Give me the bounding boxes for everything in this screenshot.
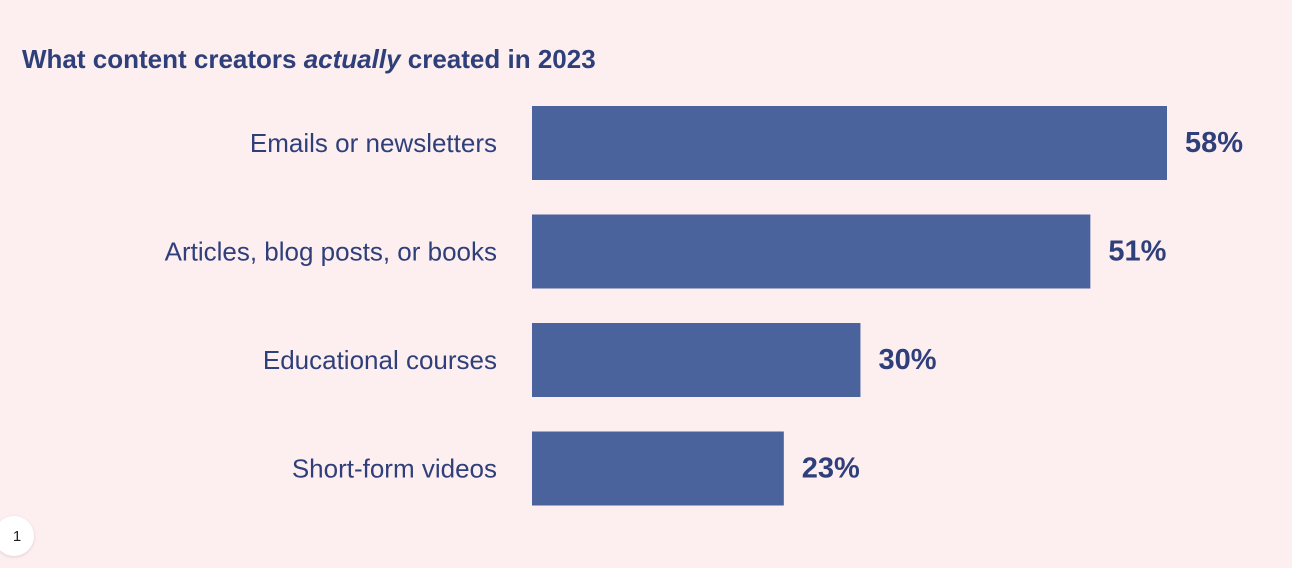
bar-educational-courses: [532, 323, 861, 397]
category-label-articles-blog-posts-or-books: Articles, blog posts, or books: [165, 237, 497, 267]
value-label-articles-blog-posts-or-books: 51%: [1108, 236, 1166, 268]
chart-title-after: created in 2023: [400, 44, 596, 74]
category-label-emails-or-newsletters: Emails or newsletters: [250, 128, 497, 158]
page-number-badge: 1: [0, 516, 34, 556]
page-number: 1: [12, 527, 22, 545]
category-label-short-form-videos: Short-form videos: [292, 454, 497, 484]
value-label-emails-or-newsletters: 58%: [1185, 127, 1243, 159]
value-label-short-form-videos: 23%: [802, 453, 860, 485]
chart-title-emphasis: actually: [303, 44, 401, 74]
value-label-educational-courses: 30%: [878, 344, 936, 376]
bar-emails-or-newsletters: [532, 106, 1167, 180]
chart-title: What content creators actually created i…: [22, 44, 596, 75]
category-label-educational-courses: Educational courses: [263, 345, 497, 375]
bar-articles-blog-posts-or-books: [532, 214, 1091, 289]
chart-title-before: What content creators: [22, 44, 304, 74]
bar-short-form-videos: [532, 431, 784, 506]
